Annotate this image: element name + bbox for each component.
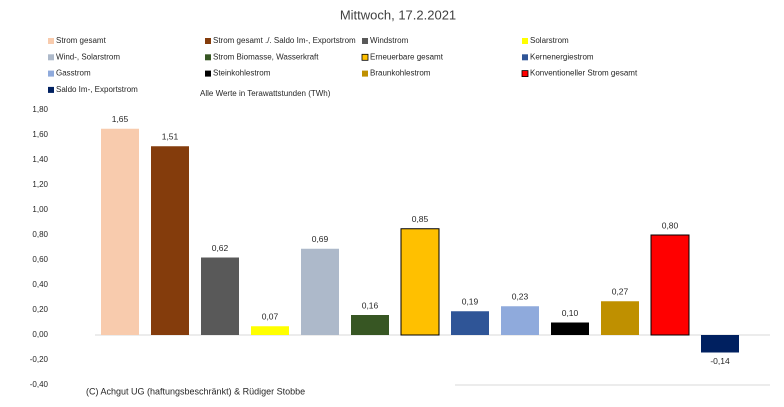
bar <box>501 306 539 335</box>
legend-label: Braunkohlestrom <box>370 69 431 78</box>
chart-title: Mittwoch, 17.2.2021 <box>340 7 456 22</box>
bar <box>301 248 339 335</box>
legend-swatch <box>522 38 528 44</box>
value-label: 1,51 <box>162 132 179 142</box>
legend-label: Strom gesamt ./. Saldo Im-, Exportstrom <box>213 36 356 45</box>
legend-label: Strom Biomasse, Wasserkraft <box>213 52 319 61</box>
legend-swatch <box>205 70 211 77</box>
bar <box>451 311 489 335</box>
value-label: 0,07 <box>262 312 279 322</box>
bar <box>701 335 739 353</box>
legend-swatch <box>521 70 529 77</box>
legend-swatch <box>362 70 368 77</box>
value-label: 0,27 <box>612 287 629 297</box>
y-tick-label: 1,20 <box>32 180 48 189</box>
bar <box>400 228 440 336</box>
y-tick-label: 0,80 <box>32 230 48 239</box>
y-tick-label: 1,60 <box>32 130 48 139</box>
legend-label: Erneuerbare gesamt <box>370 52 444 61</box>
value-label: 0,62 <box>212 243 229 253</box>
legend-label: Gasstrom <box>56 69 91 78</box>
value-label: 0,10 <box>562 308 579 318</box>
bar <box>601 301 639 335</box>
y-tick-label: 1,00 <box>32 205 48 214</box>
legend-label: Kernenergiestrom <box>530 52 594 61</box>
legend-swatch <box>48 70 54 77</box>
y-tick-label: 1,80 <box>32 105 48 114</box>
bar <box>201 257 239 335</box>
value-label: 0,69 <box>312 234 329 244</box>
bar <box>101 128 139 335</box>
legend-swatch <box>48 38 54 44</box>
bar <box>151 146 189 335</box>
legend-label: Saldo Im-, Exportstrom <box>56 85 138 94</box>
legend-swatch <box>48 54 54 61</box>
legend-label: Steinkohlestrom <box>213 69 271 78</box>
subtitle: Alle Werte in Terawattstunden (TWh) <box>200 89 331 98</box>
bar <box>351 315 389 335</box>
value-label: 0,19 <box>462 297 479 307</box>
legend-swatch <box>205 54 211 61</box>
y-tick-label: -0,40 <box>30 380 49 389</box>
value-label: 0,80 <box>662 220 679 230</box>
value-label: 0,85 <box>412 214 429 224</box>
legend-label: Windstrom <box>370 36 409 45</box>
y-tick-label: 0,40 <box>32 280 48 289</box>
value-label: -0,14 <box>710 356 730 366</box>
bar <box>650 234 690 336</box>
bar <box>551 322 589 335</box>
y-tick-label: 0,60 <box>32 255 48 264</box>
legend-swatch <box>362 38 368 44</box>
legend-label: Solarstrom <box>530 36 569 45</box>
value-label: 1,65 <box>112 114 129 124</box>
y-tick-label: -0,20 <box>30 355 49 364</box>
legend-swatch <box>205 38 211 44</box>
legend-swatch <box>522 54 528 61</box>
value-label: 0,23 <box>512 292 529 302</box>
legend-label: Wind-, Solarstrom <box>56 52 120 61</box>
legend-label: Strom gesamt <box>56 36 107 45</box>
y-tick-label: 1,40 <box>32 155 48 164</box>
legend-swatch <box>48 86 54 93</box>
y-tick-label: 0,20 <box>32 305 48 314</box>
footnote: (C) Achgut UG (haftungsbeschränkt) & Rüd… <box>86 386 305 396</box>
legend-label: Konventioneller Strom gesamt <box>530 69 638 78</box>
value-label: 0,16 <box>362 300 379 310</box>
bar <box>251 326 289 335</box>
y-tick-label: 0,00 <box>32 330 48 339</box>
legend-swatch <box>361 53 369 61</box>
